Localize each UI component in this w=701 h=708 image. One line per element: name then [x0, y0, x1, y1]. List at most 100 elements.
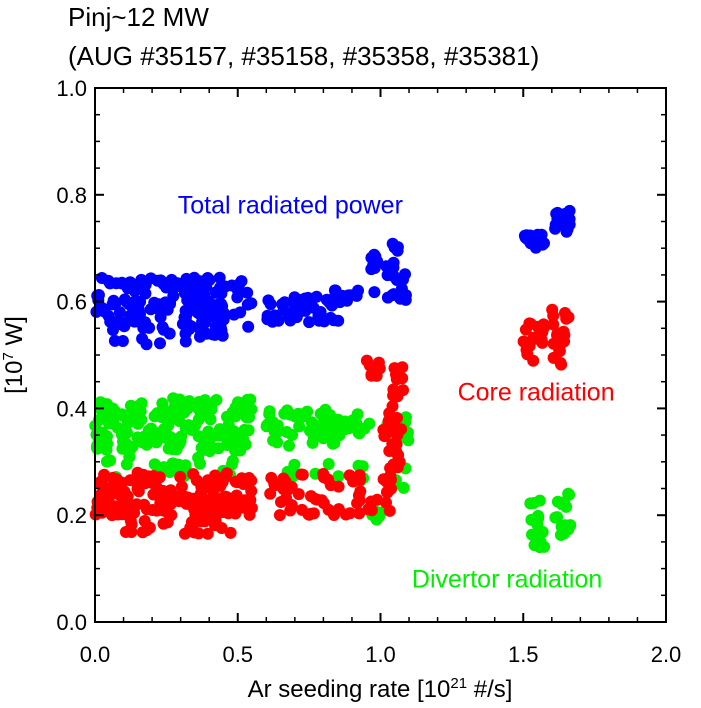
data-point — [296, 468, 309, 481]
data-point — [388, 362, 401, 375]
data-point — [242, 320, 255, 333]
data-point — [322, 458, 335, 470]
data-point — [372, 356, 385, 369]
data-point — [386, 443, 399, 456]
data-point — [132, 417, 145, 430]
data-point — [381, 421, 394, 434]
data-point — [340, 419, 352, 432]
data-point — [397, 481, 410, 494]
x-tick-label: 0.5 — [222, 642, 253, 667]
x-axis-label-text: Ar seeding rate [10 — [248, 676, 451, 703]
data-point — [560, 221, 572, 234]
data-point — [317, 471, 330, 484]
data-point — [157, 493, 170, 506]
data-point — [368, 286, 381, 299]
data-point — [277, 472, 290, 485]
y-tick-label: 0.6 — [56, 290, 87, 315]
data-point — [110, 504, 123, 517]
x-axis-label-exponent: 21 — [450, 675, 467, 692]
data-point — [549, 511, 562, 524]
chart-title-line-1: Pinj~12 MW — [68, 2, 209, 32]
data-point — [517, 335, 530, 348]
data-point — [96, 426, 109, 439]
data-point — [293, 420, 306, 433]
data-point — [223, 434, 236, 447]
data-point — [332, 480, 345, 493]
data-point — [228, 308, 240, 321]
data-point — [107, 416, 120, 429]
data-point — [154, 337, 166, 350]
data-point — [206, 430, 219, 443]
data-point — [351, 497, 364, 510]
data-point — [117, 441, 130, 454]
data-point — [155, 431, 167, 444]
data-point — [527, 354, 540, 367]
data-point — [221, 410, 233, 423]
data-point — [245, 485, 258, 497]
data-point — [298, 407, 311, 420]
data-point — [365, 495, 378, 508]
data-point — [381, 269, 394, 282]
data-point — [139, 316, 152, 329]
data-point — [307, 507, 320, 520]
data-points — [89, 204, 577, 554]
data-point — [560, 312, 573, 325]
data-point — [335, 290, 347, 303]
data-point — [286, 429, 299, 441]
data-point — [563, 488, 576, 501]
data-point — [546, 303, 559, 316]
data-point — [213, 475, 226, 488]
data-point — [265, 471, 278, 484]
data-point — [150, 480, 163, 493]
data-point — [98, 305, 111, 318]
data-point — [320, 422, 333, 435]
data-point — [392, 273, 405, 286]
data-point — [519, 231, 532, 244]
x-tick-label: 2.0 — [651, 642, 682, 667]
y-tick-label: 0.8 — [56, 183, 87, 208]
data-point — [106, 471, 119, 484]
x-axis-label-unit: #/s] — [467, 676, 512, 703]
data-point — [121, 490, 134, 503]
data-point — [264, 487, 277, 500]
series-annotation: Divertor radiation — [412, 565, 602, 593]
data-point — [370, 513, 383, 526]
data-point — [562, 523, 575, 536]
data-point — [134, 405, 147, 418]
data-point — [399, 290, 412, 303]
axis-ticks: 0.0 0.5 1.0 1.5 2.0 0.0 0.2 0.4 0.6 0.8 1.0 — [56, 76, 681, 667]
data-point — [289, 304, 302, 317]
data-point — [104, 454, 117, 467]
data-point — [245, 403, 258, 416]
data-point — [134, 295, 147, 308]
data-point — [292, 488, 305, 501]
data-point — [324, 311, 337, 324]
y-axis-label-text: [10 — [1, 360, 28, 393]
data-point — [204, 413, 217, 426]
data-point — [136, 526, 149, 539]
data-point — [275, 496, 287, 508]
data-point — [221, 423, 234, 436]
data-point — [208, 328, 221, 341]
data-point — [194, 275, 207, 288]
data-point — [531, 529, 544, 542]
data-point — [547, 337, 560, 350]
data-point — [224, 526, 237, 539]
data-point — [213, 271, 226, 284]
data-point — [175, 492, 188, 505]
data-point — [314, 407, 327, 420]
data-point — [243, 508, 256, 521]
data-point — [339, 508, 352, 521]
chart-title-line-2: (AUG #35157, #35158, #35358, #35381) — [68, 41, 539, 71]
data-point — [181, 396, 194, 409]
data-point — [139, 477, 151, 490]
data-point — [563, 204, 576, 217]
data-point — [245, 297, 258, 310]
y-axis-label-unit: W] — [1, 316, 28, 352]
data-point — [168, 400, 181, 413]
data-point — [166, 457, 179, 470]
data-point — [320, 293, 333, 306]
data-point — [199, 312, 212, 325]
data-point — [551, 212, 564, 225]
data-point — [192, 396, 205, 408]
